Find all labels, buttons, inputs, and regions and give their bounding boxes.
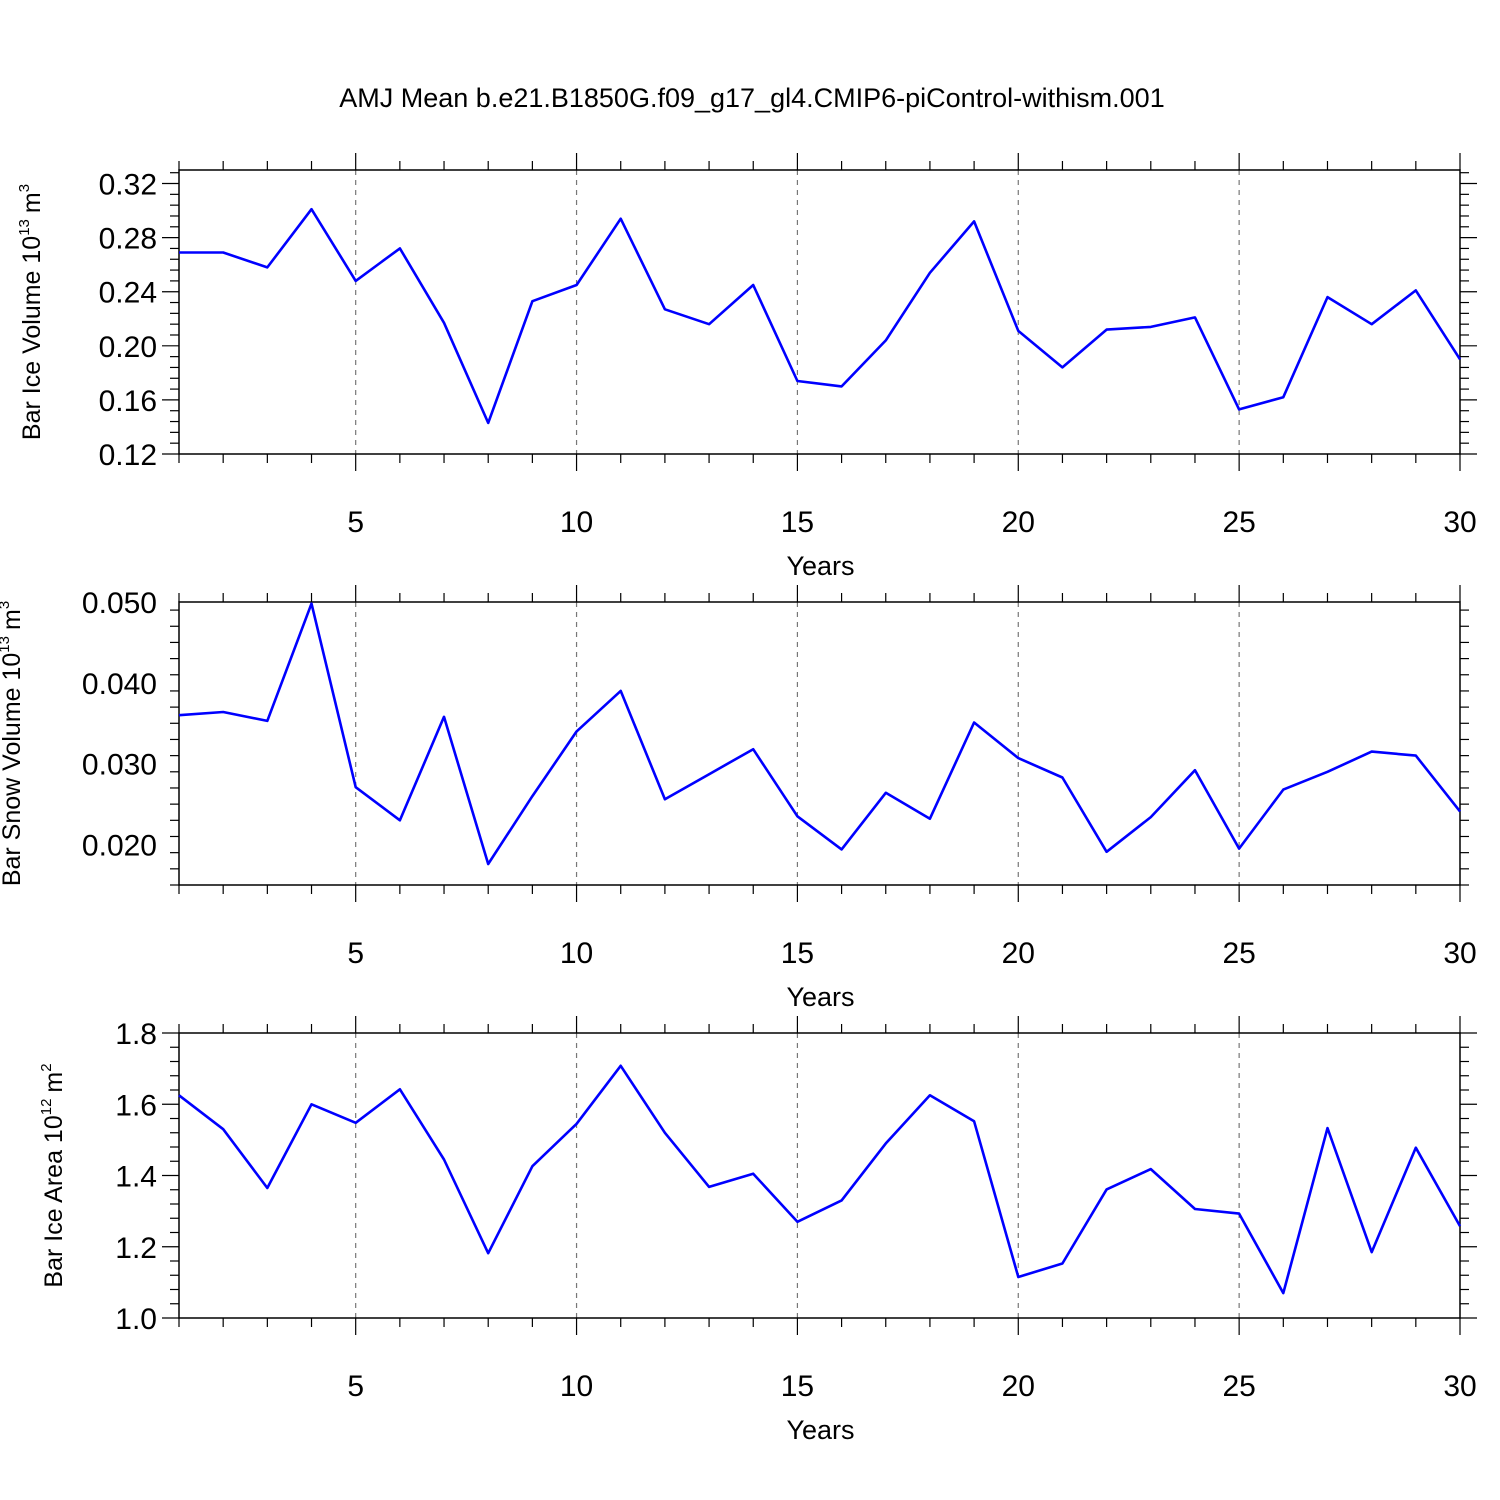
plot-frame (178, 601, 1461, 886)
x-axis-label: Years (786, 1415, 854, 1445)
x-tick-label: 10 (560, 506, 593, 539)
y-tick-label: 1.6 (115, 1089, 157, 1122)
x-tick-label: 30 (1443, 937, 1476, 970)
figure-title: AMJ Mean b.e21.B1850G.f09_g17_gl4.CMIP6-… (339, 83, 1164, 113)
series-line (178, 602, 1462, 866)
x-tick-label: 20 (1002, 506, 1035, 539)
chart-panel-2: 5 10 15 20 25 30 Years 0.020 0.030 0.040 0.050 Bar … (0, 585, 1477, 1012)
y-axis-label-text: Bar Ice Area 10 (40, 1115, 68, 1287)
y-tick-label: 1.8 (115, 1018, 157, 1051)
y-tick-label: 0.040 (82, 668, 157, 701)
x-tick-label: 15 (781, 506, 814, 539)
x-tick-label: 25 (1222, 937, 1255, 970)
y-tick-label: 0.020 (82, 830, 157, 863)
y-tick-label: 0.050 (82, 587, 157, 620)
y-tick-label: 1.2 (115, 1232, 157, 1265)
y-axis-label: Bar Snow Volume 1013 m3 (0, 601, 26, 886)
y-axis-label-text: Bar Snow Volume 10 (0, 653, 26, 886)
plot-frame (178, 169, 1461, 455)
y-tick-label: 0.20 (99, 331, 157, 364)
series-line (179, 207, 1462, 425)
y-axis-label: Bar Ice Area 1012 m2 (38, 1063, 68, 1287)
chart-panel-1: 5 10 15 20 25 30 Years 0.12 0.16 0.20 0.24 0.28 0.32… (16, 153, 1477, 581)
y-tick-label: 0.12 (99, 439, 157, 472)
x-tick-label: 20 (1002, 1370, 1035, 1403)
y-axis-label-unit: m (40, 1072, 68, 1093)
x-tick-label: 15 (781, 1370, 814, 1403)
x-tick-label: 10 (560, 1370, 593, 1403)
y-axis-label-text: Bar Ice Volume 10 (18, 236, 46, 440)
x-axis-label: Years (786, 551, 854, 581)
y-tick-label: 0.32 (99, 169, 157, 202)
y-tick-label: 1.4 (115, 1161, 157, 1194)
y-axis-label-unit: m (0, 609, 26, 630)
x-tick-label: 30 (1443, 1370, 1476, 1403)
y-axis-label-exponent: 13 (0, 636, 13, 653)
y-tick-label: 0.28 (99, 223, 157, 256)
x-tick-label: 20 (1002, 937, 1035, 970)
y-tick-label: 0.24 (99, 277, 157, 310)
y-tick-label: 0.030 (82, 749, 157, 782)
y-tick-label: 0.16 (99, 385, 157, 418)
x-tick-label: 15 (781, 937, 814, 970)
x-tick-label: 5 (347, 506, 364, 539)
chart-panel-3: 5 10 15 20 25 30 Years 1.0 1.2 1.4 1.6 1.8 Bar Ice A… (38, 1016, 1477, 1445)
y-axis-label-exponent: 13 (16, 219, 33, 236)
y-axis-label-unit-exponent: 2 (38, 1063, 55, 1071)
y-axis-label-unit: m (18, 192, 46, 213)
x-tick-label: 10 (560, 937, 593, 970)
x-tick-label: 5 (347, 937, 364, 970)
x-tick-label: 5 (347, 1370, 364, 1403)
y-axis-label-unit-exponent: 3 (16, 184, 33, 192)
x-axis-label: Years (786, 982, 854, 1012)
x-tick-label: 25 (1222, 1370, 1255, 1403)
y-axis-label: Bar Ice Volume 1013 m3 (16, 184, 46, 440)
y-axis-label-exponent: 12 (38, 1099, 55, 1116)
x-tick-label: 30 (1443, 506, 1476, 539)
y-axis-label-unit-exponent: 3 (0, 601, 13, 609)
x-tick-label: 25 (1222, 506, 1255, 539)
y-tick-label: 1.0 (115, 1303, 157, 1336)
series-line (178, 1064, 1462, 1295)
